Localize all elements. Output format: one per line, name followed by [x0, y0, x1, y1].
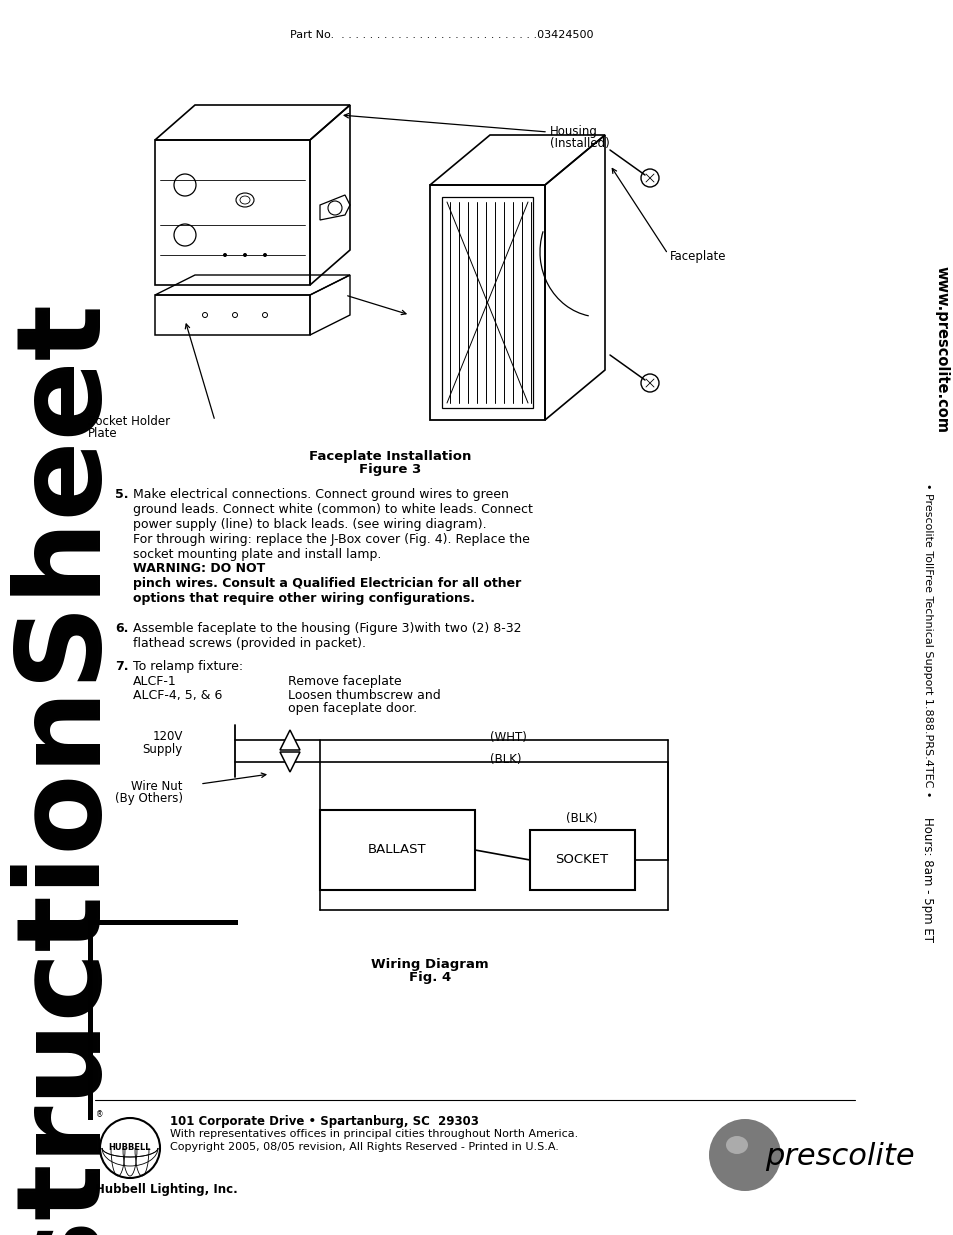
- Text: (BLK): (BLK): [566, 811, 598, 825]
- Text: Housing: Housing: [550, 125, 598, 138]
- Polygon shape: [280, 752, 299, 772]
- Circle shape: [708, 1119, 781, 1191]
- Text: (Installed): (Installed): [550, 137, 609, 149]
- Text: 7.: 7.: [115, 659, 129, 673]
- Text: Part No.  . . . . . . . . . . . . . . . . . . . . . . . . . . . .03424500: Part No. . . . . . . . . . . . . . . . .…: [290, 30, 593, 40]
- Circle shape: [263, 253, 267, 257]
- Text: ALCF-1: ALCF-1: [132, 676, 176, 688]
- Text: Faceplate Installation: Faceplate Installation: [309, 450, 471, 463]
- Text: Hubbell Lighting, Inc.: Hubbell Lighting, Inc.: [95, 1183, 237, 1195]
- Text: (WHT): (WHT): [490, 731, 526, 743]
- Polygon shape: [280, 730, 299, 750]
- Bar: [88, 920, 237, 925]
- Text: Remove faceplate: Remove faceplate: [288, 676, 401, 688]
- Circle shape: [243, 253, 247, 257]
- Text: (BLK): (BLK): [490, 753, 521, 766]
- Circle shape: [223, 253, 227, 257]
- Text: Make electrical connections. Connect ground wires to green
ground leads. Connect: Make electrical connections. Connect gro…: [132, 488, 533, 561]
- Text: Figure 3: Figure 3: [358, 463, 420, 475]
- Text: BALLAST: BALLAST: [367, 844, 426, 857]
- Text: 6.: 6.: [115, 622, 129, 635]
- Text: ALCF-4, 5, & 6: ALCF-4, 5, & 6: [132, 689, 222, 701]
- Text: WARNING: DO NOT
pinch wires. Consult a Qualified Electrician for all other
optio: WARNING: DO NOT pinch wires. Consult a Q…: [132, 562, 520, 605]
- Bar: [88, 920, 92, 1120]
- Text: Fig. 4: Fig. 4: [409, 971, 451, 984]
- Text: With representatives offices in principal cities throughout North America.: With representatives offices in principa…: [170, 1129, 578, 1139]
- Circle shape: [100, 1118, 160, 1178]
- Text: 5.: 5.: [115, 488, 129, 501]
- Text: HUBBELL: HUBBELL: [109, 1144, 152, 1152]
- Text: www.prescolite.com: www.prescolite.com: [934, 267, 948, 433]
- Text: prescolite: prescolite: [764, 1142, 914, 1172]
- Text: (By Others): (By Others): [115, 792, 183, 805]
- Text: Socket Holder: Socket Holder: [88, 415, 170, 429]
- Text: To relamp fixture:: To relamp fixture:: [132, 659, 243, 673]
- Bar: [319, 810, 475, 890]
- Text: Assemble faceplate to the housing (Figure 3)with two (2) 8-32
flathead screws (p: Assemble faceplate to the housing (Figur…: [132, 622, 521, 650]
- Text: Wire Nut: Wire Nut: [132, 781, 183, 793]
- Text: SOCKET: SOCKET: [555, 853, 608, 867]
- Text: Loosen thumbscrew and: Loosen thumbscrew and: [288, 689, 440, 701]
- Text: • Prescolite TollFree Technical Support 1.888.PRS.4TEC •: • Prescolite TollFree Technical Support …: [923, 483, 932, 797]
- Text: Faceplate: Faceplate: [669, 249, 726, 263]
- Text: 101 Corporate Drive • Spartanburg, SC  29303: 101 Corporate Drive • Spartanburg, SC 29…: [170, 1115, 478, 1128]
- Text: 120V: 120V: [152, 730, 183, 743]
- Text: Plate: Plate: [88, 427, 117, 440]
- Text: Hours: 8am - 5pm ET: Hours: 8am - 5pm ET: [921, 818, 934, 942]
- Text: InstructionSheet: InstructionSheet: [1, 293, 115, 1235]
- Text: Supply: Supply: [143, 743, 183, 756]
- Text: ®: ®: [96, 1110, 104, 1119]
- Ellipse shape: [725, 1136, 747, 1153]
- Text: open faceplate door.: open faceplate door.: [288, 701, 416, 715]
- Text: Copyright 2005, 08/05 revision, All Rights Reserved - Printed in U.S.A.: Copyright 2005, 08/05 revision, All Righ…: [170, 1142, 558, 1152]
- Text: Wiring Diagram: Wiring Diagram: [371, 958, 488, 971]
- Bar: [530, 830, 635, 890]
